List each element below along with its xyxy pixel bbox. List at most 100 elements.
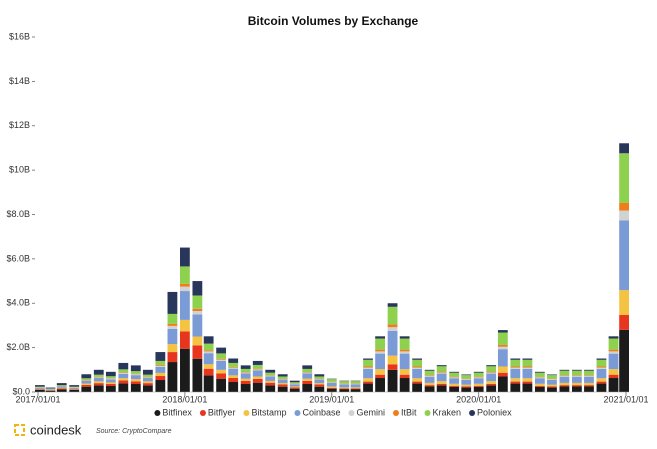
bar-segment	[118, 363, 128, 369]
bar-segment	[35, 388, 45, 389]
bar-segment	[118, 373, 128, 374]
bar-segment	[314, 380, 324, 384]
bar-segment	[81, 381, 91, 384]
legend-label: Poloniex	[477, 407, 512, 417]
bar-segment	[168, 362, 178, 392]
bar-segment	[597, 358, 607, 359]
bar-segment	[388, 364, 398, 369]
bar-segment	[265, 370, 275, 373]
bar-segment	[155, 380, 165, 392]
bar-segment	[204, 369, 214, 376]
bar-segment	[486, 384, 496, 386]
bar-segment	[498, 349, 508, 366]
bar-segment	[118, 383, 128, 392]
bar-segment	[302, 369, 312, 372]
bar-segment	[69, 388, 79, 389]
bar-segment	[584, 377, 594, 383]
bar-segment	[168, 292, 178, 314]
bar-segment	[437, 384, 447, 386]
bar-segment	[253, 376, 263, 378]
bar-segment	[168, 352, 178, 362]
bar-segment	[510, 360, 520, 367]
bar-segment	[412, 368, 422, 369]
bar-segment	[388, 307, 398, 325]
bar-segment	[339, 388, 349, 389]
bar-segment	[192, 359, 202, 392]
bar-segment	[155, 376, 165, 380]
bar-segment	[449, 387, 459, 392]
bar-segment	[425, 385, 435, 386]
bar-segment	[351, 389, 361, 392]
bar-segment	[437, 385, 447, 392]
bar-segment	[388, 325, 398, 328]
bar-segment	[57, 385, 67, 386]
bar-segment	[461, 375, 471, 379]
bar-segment	[597, 368, 607, 369]
bar-segment	[572, 386, 582, 392]
source-note: Source: CryptoCompare	[96, 428, 172, 435]
bar-segment	[278, 380, 288, 384]
legend-swatch	[393, 410, 399, 416]
bar-segment	[547, 385, 557, 387]
bar-segment	[143, 377, 153, 378]
bar-segment	[46, 389, 56, 390]
bar-segment	[180, 266, 190, 283]
bar-segment	[609, 354, 619, 370]
bar-segment	[155, 366, 165, 367]
bar-segment	[302, 373, 312, 378]
legend-swatch	[154, 410, 160, 416]
bar-segment	[572, 370, 582, 371]
bar-segment	[560, 370, 570, 371]
x-tick-label: 2020/01/01	[456, 394, 501, 404]
bar-segment	[327, 389, 337, 392]
bar-segment	[375, 350, 385, 352]
chart-title: Bitcoin Volumes by Exchange	[248, 14, 419, 28]
bar-segment	[609, 378, 619, 392]
bar-segment	[327, 383, 337, 387]
bar-segment	[510, 378, 520, 381]
bar-segment	[449, 384, 459, 386]
bar-segment	[498, 330, 508, 332]
bar-segment	[584, 383, 594, 385]
y-tick-label: $12B	[9, 120, 30, 130]
bar-segment	[560, 376, 570, 377]
bar-segment	[314, 383, 324, 384]
legend-label: Coinbase	[302, 407, 340, 417]
bar-segment	[339, 381, 349, 383]
bar-segment	[192, 309, 202, 311]
bar-segment	[180, 248, 190, 267]
bar-segment	[253, 383, 263, 392]
bar-segment	[278, 376, 288, 378]
bar-segment	[278, 383, 288, 384]
bar-segment	[510, 369, 520, 378]
bar-segment	[290, 386, 300, 387]
bar-segment	[584, 376, 594, 377]
bar-segment	[522, 368, 532, 369]
bar-segment	[425, 370, 435, 371]
bar-segment	[510, 384, 520, 392]
bar-segment	[216, 370, 226, 374]
bar-segment	[168, 344, 178, 352]
bar-segment	[560, 386, 570, 392]
bar-segment	[547, 380, 557, 385]
bar-segment	[35, 385, 45, 387]
bar-segment	[535, 377, 545, 378]
bar-segment	[265, 376, 275, 377]
bar-segment	[486, 385, 496, 392]
bar-segment	[118, 374, 128, 378]
bar-segment	[339, 387, 349, 388]
bar-segment	[486, 381, 496, 384]
legend-label: Bitfinex	[162, 407, 192, 417]
bar-segment	[155, 367, 165, 373]
bar-segment	[327, 379, 337, 382]
bar-segment	[106, 372, 116, 376]
bar-segment	[609, 351, 619, 353]
bar-segment	[143, 385, 153, 392]
bar-segment	[560, 383, 570, 385]
bar-segment	[168, 314, 178, 324]
bar-segment	[375, 354, 385, 370]
bar-segment	[216, 348, 226, 354]
bar-segment	[547, 374, 557, 375]
bar-segment	[131, 365, 141, 371]
brand-logo	[15, 425, 24, 435]
